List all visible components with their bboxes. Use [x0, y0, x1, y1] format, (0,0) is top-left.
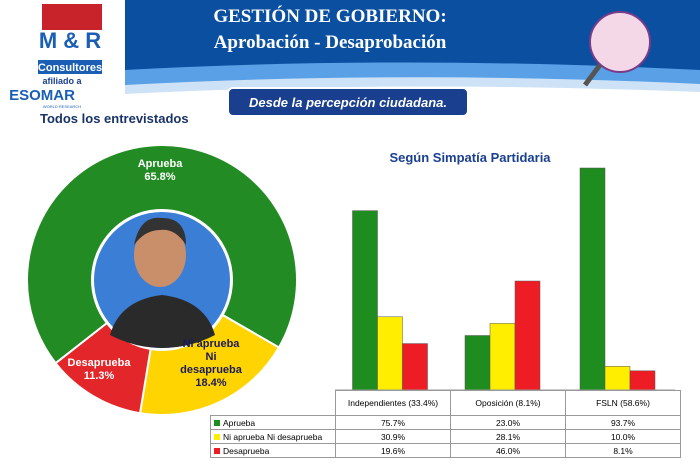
legend-label: Ni aprueba Ni desaprueba	[223, 431, 323, 442]
legend-entry: Desaprueba	[210, 443, 336, 458]
category-label: FSLN (58.6%)	[565, 390, 681, 416]
donut-slice	[54, 321, 152, 415]
slice-value: 11.3%	[83, 370, 115, 382]
brand: M & R	[39, 28, 101, 53]
slice-value: 65.8%	[144, 171, 176, 183]
legend-entry: Aprueba	[210, 415, 336, 430]
portrait-face	[134, 223, 186, 287]
tagline-box	[227, 87, 469, 117]
value-cell: 19.6%	[335, 443, 451, 458]
slice-label: Aprueba 65.8%	[110, 158, 210, 184]
slice-label: Ni aprueba Ni desaprueba 18.4%	[180, 338, 242, 390]
esomar-sub: WORLD RESEARCH	[43, 104, 81, 109]
legend-label: Desaprueba	[223, 445, 270, 456]
table-header: Independientes (33.4%) Oposición (8.1%) FS…	[211, 390, 681, 416]
title: GESTIÓN DE GOBIERNO:	[213, 5, 446, 27]
slice-label: Desaprueba 11.3%	[60, 357, 138, 383]
bar-title: Según Simpatía Partidaria	[389, 150, 551, 165]
portrait-body	[110, 295, 215, 348]
bar	[402, 343, 428, 391]
logo-icon	[42, 4, 102, 30]
bar	[489, 323, 516, 391]
bar	[377, 316, 403, 391]
portrait-hair	[134, 217, 186, 245]
table-row: Aprueba 75.7% 23.0% 93.7%	[210, 415, 681, 430]
legend-entry: Ni aprueba Ni desaprueba	[210, 429, 336, 444]
bar	[464, 335, 491, 391]
affiliate: afiliado a	[42, 76, 82, 86]
table-row: Ni aprueba Ni desaprueba 30.9% 28.1% 10.0%	[210, 429, 681, 444]
slice-category: Aprueba	[137, 158, 183, 170]
donut	[26, 144, 298, 416]
banner	[125, 0, 700, 80]
esomar: ESOMAR	[9, 87, 75, 104]
legend-label: Aprueba	[223, 417, 256, 428]
value-cell: 23.0%	[450, 415, 566, 430]
value-cell: 10.0%	[565, 429, 681, 444]
value-cell: 30.9%	[335, 429, 451, 444]
icon-handle	[583, 63, 602, 87]
value-cell: 28.1%	[450, 429, 566, 444]
value-cell: 46.0%	[450, 443, 566, 458]
icon-lens	[589, 11, 651, 73]
brand-sub: Consultores	[38, 62, 102, 74]
data-table: Independientes (33.4%) Oposición (8.1%) FS…	[210, 390, 681, 458]
value-cell: 75.7%	[335, 415, 451, 430]
bars	[352, 167, 656, 391]
value-cell: 8.1%	[565, 443, 681, 458]
donut-slice	[26, 144, 298, 365]
portrait	[94, 212, 230, 348]
pie-title: Todos los entrevistados	[40, 111, 189, 126]
bar	[352, 210, 378, 391]
bar	[604, 366, 631, 391]
tagline: Desde la percepción ciudadana.	[249, 95, 447, 110]
subtitle: Aprobación - Desaprobación	[214, 32, 447, 53]
legend-swatch	[214, 447, 220, 454]
value-cell: 93.7%	[565, 415, 681, 430]
bar	[579, 167, 606, 391]
bar	[629, 370, 656, 391]
slice-value: 18.4%	[195, 377, 227, 389]
banner-stripe	[125, 77, 700, 94]
table-corner	[211, 391, 336, 416]
category-label: Oposición (8.1%)	[450, 390, 566, 416]
slice-category: Ni aprueba Ni desaprueba	[180, 338, 242, 376]
category-label: Independientes (33.4%)	[335, 390, 451, 416]
legend-swatch	[214, 419, 220, 426]
legend-swatch	[214, 433, 220, 440]
brand-sub-box	[38, 60, 102, 74]
bar	[514, 280, 541, 391]
slice-category: Desaprueba	[67, 357, 131, 369]
table-row: Desaprueba 19.6% 46.0% 8.1%	[210, 443, 681, 458]
